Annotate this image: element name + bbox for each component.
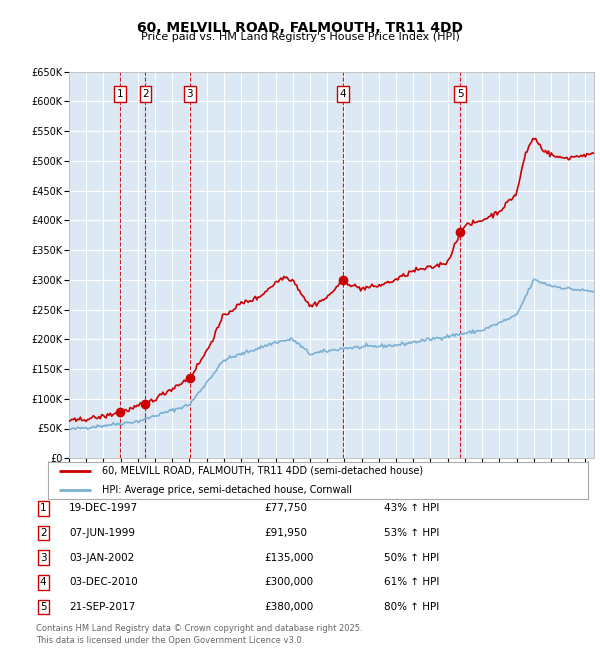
Text: £91,950: £91,950	[264, 528, 307, 538]
Text: Contains HM Land Registry data © Crown copyright and database right 2025.
This d: Contains HM Land Registry data © Crown c…	[36, 624, 362, 645]
Text: 5: 5	[457, 89, 464, 99]
Text: £380,000: £380,000	[264, 602, 313, 612]
Text: 03-JAN-2002: 03-JAN-2002	[69, 552, 134, 563]
Text: £135,000: £135,000	[264, 552, 313, 563]
Text: £300,000: £300,000	[264, 577, 313, 588]
Text: 3: 3	[40, 552, 47, 563]
Text: HPI: Average price, semi-detached house, Cornwall: HPI: Average price, semi-detached house,…	[102, 485, 352, 495]
Text: 3: 3	[187, 89, 193, 99]
Text: 61% ↑ HPI: 61% ↑ HPI	[384, 577, 439, 588]
Text: £77,750: £77,750	[264, 503, 307, 514]
Text: 53% ↑ HPI: 53% ↑ HPI	[384, 528, 439, 538]
Text: 2: 2	[142, 89, 149, 99]
Text: 60, MELVILL ROAD, FALMOUTH, TR11 4DD: 60, MELVILL ROAD, FALMOUTH, TR11 4DD	[137, 21, 463, 35]
Text: 4: 4	[40, 577, 47, 588]
Text: 43% ↑ HPI: 43% ↑ HPI	[384, 503, 439, 514]
Text: 80% ↑ HPI: 80% ↑ HPI	[384, 602, 439, 612]
Text: 5: 5	[40, 602, 47, 612]
Text: 03-DEC-2010: 03-DEC-2010	[69, 577, 138, 588]
Text: 4: 4	[340, 89, 346, 99]
Text: 21-SEP-2017: 21-SEP-2017	[69, 602, 135, 612]
Text: 60, MELVILL ROAD, FALMOUTH, TR11 4DD (semi-detached house): 60, MELVILL ROAD, FALMOUTH, TR11 4DD (se…	[102, 466, 423, 476]
Text: 2: 2	[40, 528, 47, 538]
Text: 19-DEC-1997: 19-DEC-1997	[69, 503, 138, 514]
Text: 50% ↑ HPI: 50% ↑ HPI	[384, 552, 439, 563]
Text: 07-JUN-1999: 07-JUN-1999	[69, 528, 135, 538]
Text: 1: 1	[40, 503, 47, 514]
Text: 1: 1	[117, 89, 124, 99]
Text: Price paid vs. HM Land Registry's House Price Index (HPI): Price paid vs. HM Land Registry's House …	[140, 32, 460, 42]
